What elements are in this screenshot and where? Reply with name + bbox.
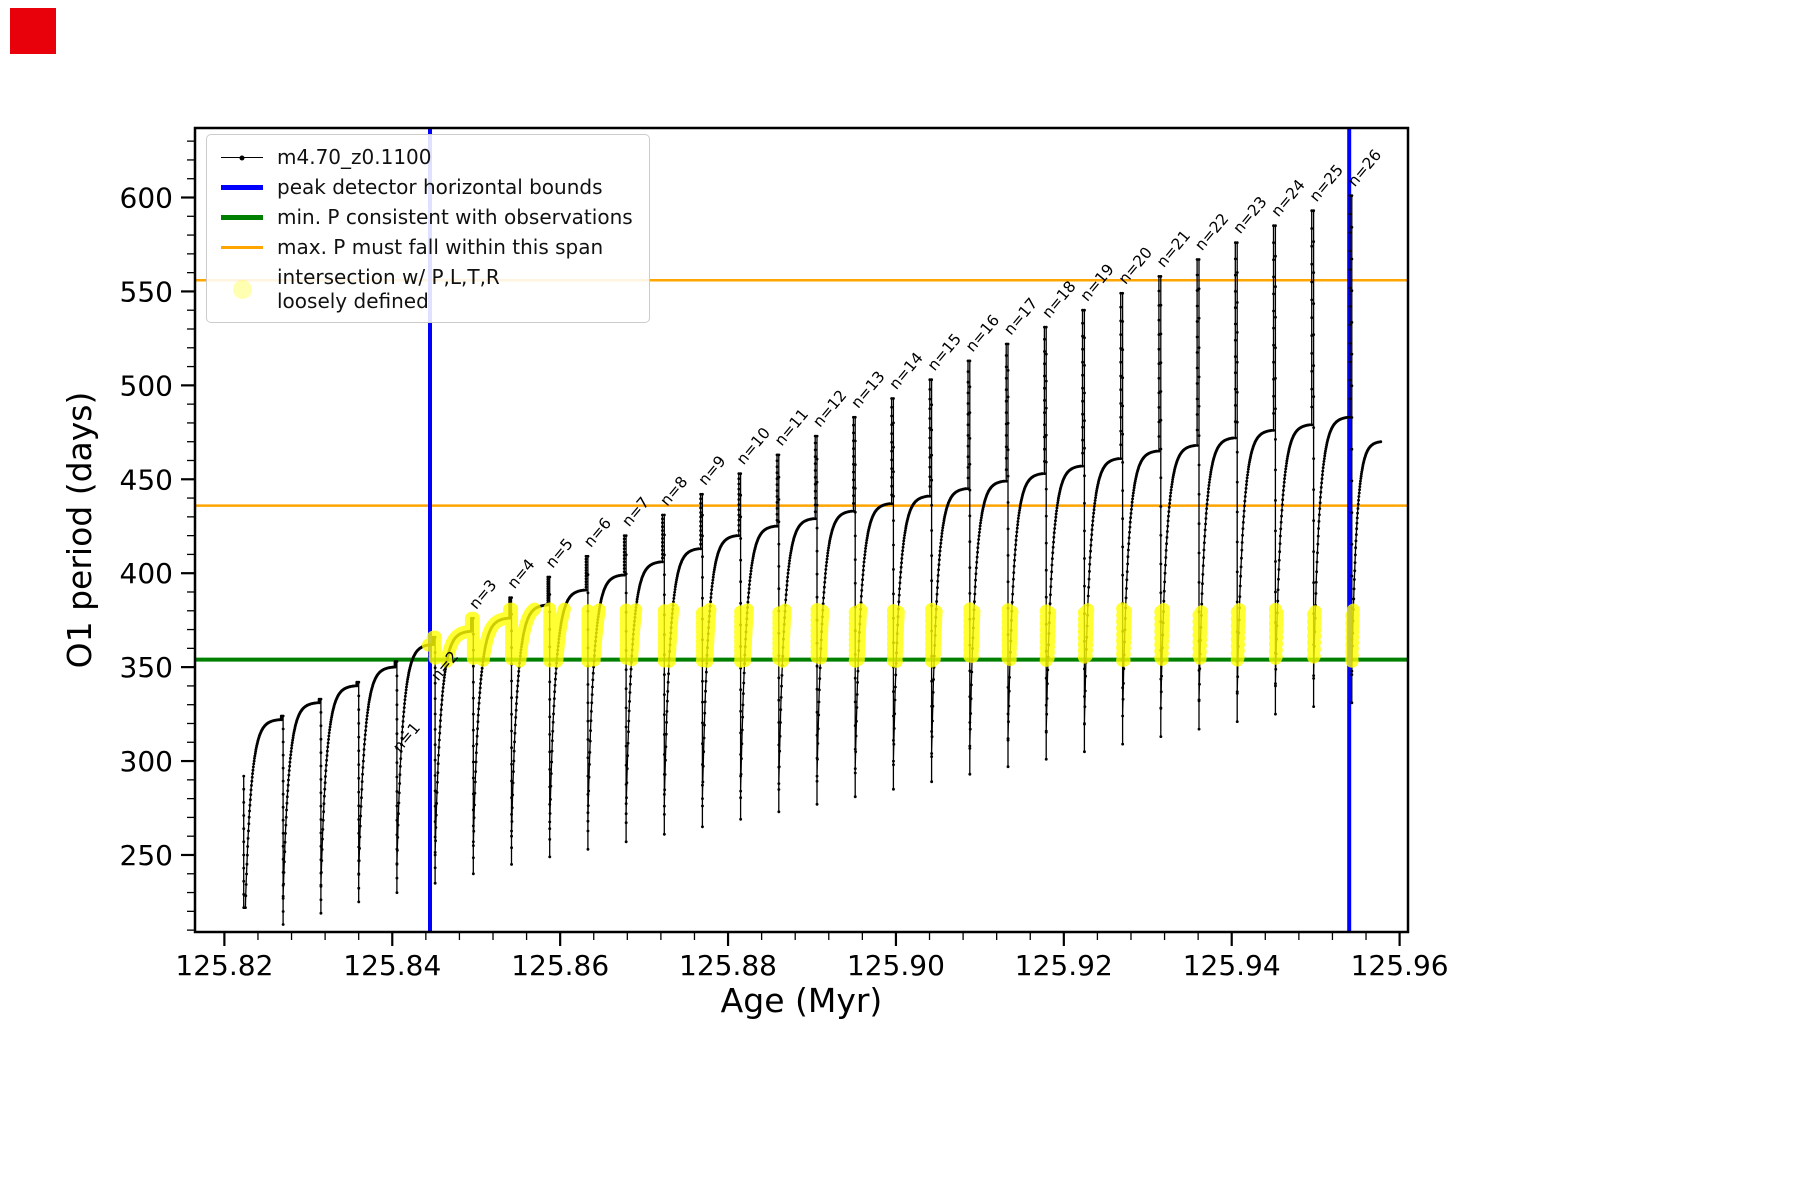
peak-label-n17: n=17 — [1000, 294, 1041, 338]
x-tick-label: 125.94 — [1183, 949, 1281, 982]
peak-label-n24: n=24 — [1268, 176, 1309, 220]
x-tick-label: 125.84 — [343, 949, 441, 982]
intersection-swatch — [219, 278, 265, 300]
peak-label-n9: n=9 — [695, 452, 730, 489]
intersection-markers — [421, 602, 1360, 668]
axis-ticks — [181, 140, 1401, 946]
legend-label-max-span: max. P must fall within this span — [277, 235, 604, 260]
y-axis-title: O1 period (days) — [60, 391, 99, 669]
legend-item-series: m4.70_z0.1100 — [219, 145, 633, 170]
y-tick-label: 350 — [120, 651, 173, 684]
peak-bounds-swatch — [219, 177, 265, 199]
x-tick-label: 125.88 — [679, 949, 777, 982]
legend-label-series: m4.70_z0.1100 — [277, 145, 432, 170]
legend-item-peak-bounds: peak detector horizontal bounds — [219, 175, 633, 200]
y-tick-label: 550 — [120, 275, 173, 308]
x-tick-label: 125.82 — [175, 949, 273, 982]
peak-label-n13: n=13 — [847, 368, 888, 412]
peak-label-n21: n=21 — [1153, 227, 1194, 271]
peak-label-n4: n=4 — [504, 556, 539, 593]
peak-label-n18: n=18 — [1038, 278, 1079, 322]
peak-label-n5: n=5 — [542, 535, 577, 572]
y-tick-label: 400 — [120, 557, 173, 590]
peak-label-n12: n=12 — [809, 387, 850, 431]
min-p-swatch — [219, 207, 265, 229]
legend-label-peak-bounds: peak detector horizontal bounds — [277, 175, 603, 200]
x-axis-title: Age (Myr) — [720, 981, 883, 1020]
peak-label-n23: n=23 — [1229, 193, 1270, 237]
y-tick-label: 300 — [120, 745, 173, 778]
peak-label-n15: n=15 — [924, 330, 965, 374]
y-tick-label: 500 — [120, 369, 173, 402]
x-tick-label: 125.92 — [1015, 949, 1113, 982]
peak-label-n8: n=8 — [657, 473, 692, 510]
series-line-swatch — [219, 147, 265, 169]
peak-label-n14: n=14 — [886, 349, 927, 393]
x-tick-label: 125.96 — [1351, 949, 1449, 982]
max-span-swatch — [219, 237, 265, 259]
legend-item-max-span: max. P must fall within this span — [219, 235, 633, 260]
legend: m4.70_z0.1100 peak detector horizontal b… — [206, 134, 650, 323]
x-tick-label: 125.86 — [511, 949, 609, 982]
peak-label-n25: n=25 — [1306, 161, 1347, 205]
peak-label-n22: n=22 — [1191, 210, 1232, 254]
y-tick-label: 600 — [120, 182, 173, 215]
plot-frame — [193, 126, 1410, 934]
legend-label-min-p: min. P consistent with observations — [277, 205, 633, 230]
peak-label-n7: n=7 — [618, 494, 653, 531]
legend-item-intersection: intersection w/ P,L,T,R loosely defined — [219, 265, 633, 314]
peak-label-n11: n=11 — [771, 405, 812, 449]
x-tick-label: 125.90 — [847, 949, 945, 982]
peak-label-n6: n=6 — [580, 514, 615, 551]
peak-label-n19: n=19 — [1077, 261, 1118, 305]
peak-label-n1: n=1 — [389, 719, 424, 756]
peak-label-n16: n=16 — [962, 311, 1003, 355]
y-tick-label: 250 — [120, 839, 173, 872]
legend-item-min-p: min. P consistent with observations — [219, 205, 633, 230]
peak-label-n3: n=3 — [466, 576, 501, 613]
legend-label-intersection: intersection w/ P,L,T,R loosely defined — [277, 265, 500, 314]
corner-marker — [10, 8, 56, 54]
peak-label-n10: n=10 — [733, 424, 774, 468]
y-tick-label: 450 — [120, 463, 173, 496]
